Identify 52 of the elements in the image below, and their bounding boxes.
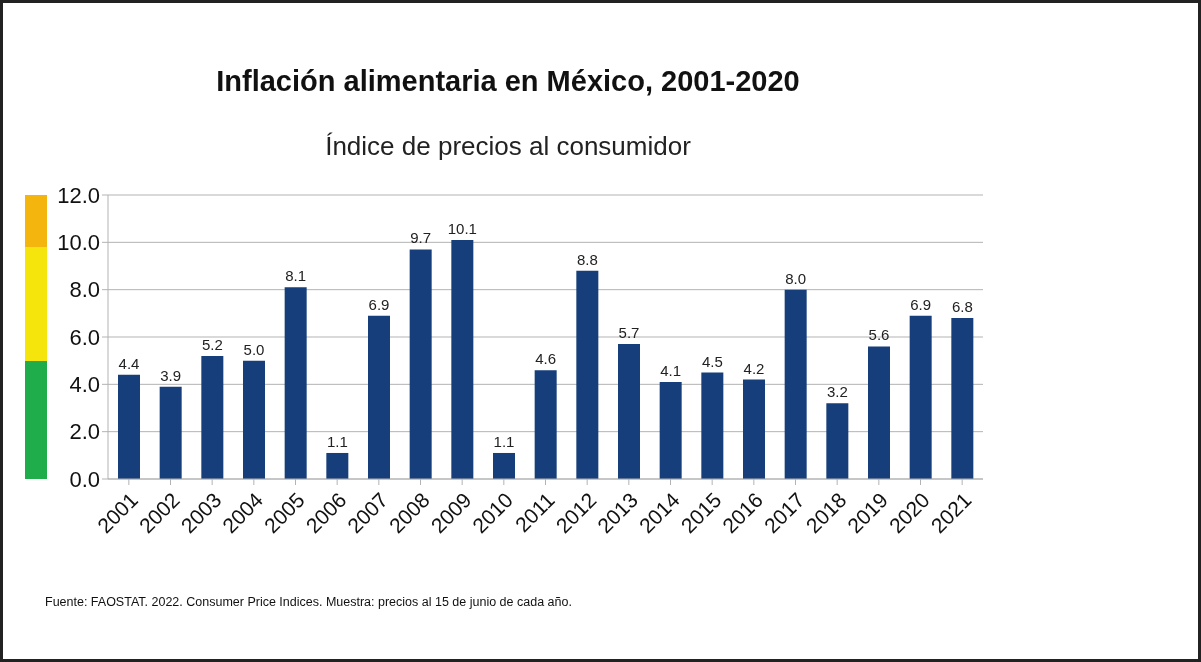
data-label: 10.1 xyxy=(447,219,477,237)
data-label: 9.7 xyxy=(410,229,432,247)
y-tick-label: 4.0 xyxy=(69,372,100,398)
data-label: 4.6 xyxy=(535,350,557,368)
chart-title: Inflación alimentaria en México, 2001-2020 xyxy=(215,65,801,98)
bar xyxy=(326,452,349,479)
bar xyxy=(493,452,515,479)
bar xyxy=(951,318,974,479)
bar xyxy=(701,372,724,479)
bar xyxy=(409,249,432,479)
data-label: 8.0 xyxy=(785,269,807,287)
bar xyxy=(618,344,640,479)
source-note: Fuente: FAOSTAT. 2022. Consumer Price Indices. Muestra: precios al 15 de junio de cada año. xyxy=(45,595,572,609)
data-label: 3.9 xyxy=(160,366,182,384)
data-label: 4.5 xyxy=(701,352,723,370)
bar xyxy=(201,355,224,479)
bar xyxy=(826,403,849,479)
y-tick-label: 0.0 xyxy=(69,466,100,492)
bar xyxy=(743,379,765,479)
data-label: 5.6 xyxy=(868,326,890,344)
chart-subtitle: Índice de precios al consumidor xyxy=(324,131,692,162)
data-label: 8.8 xyxy=(576,250,598,268)
y-tick-label: 2.0 xyxy=(69,419,100,445)
data-label: 5.7 xyxy=(618,324,640,342)
y-tick-label: 8.0 xyxy=(69,277,100,303)
bar xyxy=(118,374,140,479)
bar xyxy=(909,315,932,479)
y-tick-label: 12.0 xyxy=(57,182,100,208)
bar xyxy=(243,360,265,479)
data-label: 1.1 xyxy=(493,432,515,450)
bar xyxy=(576,270,599,479)
y-tick-label: 10.0 xyxy=(57,230,100,256)
bar xyxy=(284,287,307,479)
data-label: 8.1 xyxy=(285,267,307,285)
bar xyxy=(868,346,890,479)
bar xyxy=(534,370,557,479)
bar xyxy=(368,315,390,479)
data-label: 5.0 xyxy=(243,340,265,358)
data-label: 6.8 xyxy=(951,298,973,316)
data-label: 6.9 xyxy=(910,295,932,313)
bar xyxy=(451,239,474,479)
bar xyxy=(784,289,807,479)
data-label: 3.2 xyxy=(826,383,848,401)
data-label: 4.4 xyxy=(118,354,140,372)
bar xyxy=(659,381,682,479)
data-label: 1.1 xyxy=(326,432,348,450)
y-tick-label: 6.0 xyxy=(69,324,100,350)
data-label: 5.2 xyxy=(201,335,223,353)
data-label: 4.2 xyxy=(743,359,765,377)
bar xyxy=(159,386,182,479)
data-label: 6.9 xyxy=(368,295,390,313)
data-label: 4.1 xyxy=(660,361,682,379)
